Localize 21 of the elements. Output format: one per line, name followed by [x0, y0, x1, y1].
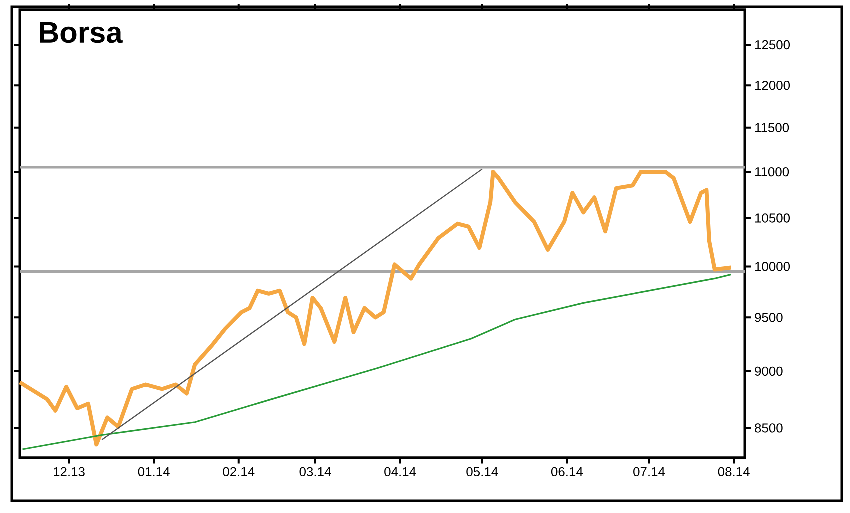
x-tick-label: 07.14 — [634, 467, 666, 476]
y-tick-label: 9000 — [755, 366, 783, 376]
y-tick-label: 12000 — [755, 80, 790, 90]
y-tick-label: 11000 — [755, 167, 790, 177]
x-tick-label: 05.14 — [466, 467, 498, 476]
x-tick-label: 03.14 — [300, 467, 332, 476]
y-tick-label: 9500 — [755, 313, 783, 322]
y-tick-label: 8500 — [755, 424, 783, 433]
x-tick-label: 06.14 — [551, 467, 584, 476]
y-tick-label: 10000 — [755, 262, 790, 272]
x-tick-label: 08.14 — [718, 467, 750, 476]
y-tick-label: 11500 — [755, 123, 790, 132]
chart-title: Borsa — [40, 22, 123, 44]
x-tick-label: 02.14 — [223, 467, 255, 476]
y-tick-label: 10500 — [755, 214, 790, 223]
x-tick-label: 04.14 — [384, 467, 416, 476]
line-series — [22, 274, 732, 450]
y-tick-label: 12500 — [755, 40, 790, 50]
line-series — [18, 170, 734, 447]
x-tick-label: 12.13 — [54, 467, 85, 476]
x-tick-label: 01.14 — [138, 467, 170, 476]
